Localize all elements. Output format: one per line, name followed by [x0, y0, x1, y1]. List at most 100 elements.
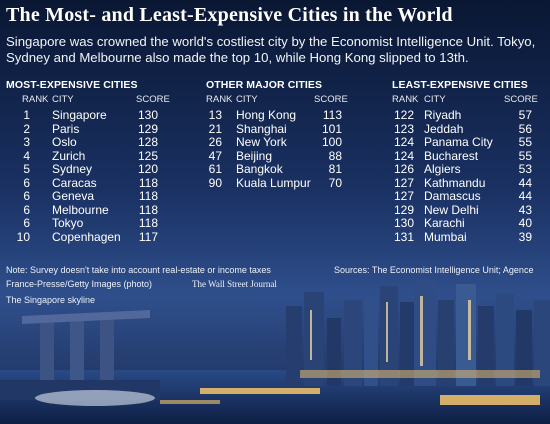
score-header: SCORE [314, 94, 348, 105]
score-cell: 56 [518, 121, 532, 136]
city-header: CITY [424, 94, 446, 105]
table-row: 61 Bangkok 81 [206, 162, 366, 176]
score-cell: 88 [328, 148, 342, 163]
city-cell: Panama City [424, 135, 493, 149]
city-cell: Kathmandu [424, 175, 486, 190]
rank-cell: 3 [23, 135, 30, 149]
rank-cell: 130 [393, 216, 414, 230]
score-cell: 118 [138, 202, 158, 217]
city-cell: Kuala Lumpur [236, 175, 311, 190]
score-cell: 39 [518, 229, 532, 244]
rank-cell: 2 [23, 121, 30, 136]
rank-cell: 26 [208, 135, 222, 149]
score-cell: 44 [518, 189, 532, 203]
city-cell: Tokyo [52, 216, 84, 230]
survey-note: Note: Survey doesn't take into account r… [6, 265, 271, 275]
city-cell: Jeddah [424, 121, 464, 136]
score-cell: 81 [328, 162, 342, 176]
score-cell: 120 [137, 162, 158, 176]
rank-cell: 13 [208, 108, 222, 122]
table-row: 21 Shanghai 101 [206, 122, 366, 136]
score-cell: 125 [137, 148, 158, 163]
rank-header: RANK [22, 94, 49, 105]
rank-cell: 126 [393, 162, 414, 176]
city-cell: Algiers [424, 162, 461, 176]
score-cell: 53 [518, 162, 532, 176]
score-cell: 101 [321, 121, 342, 136]
city-cell: Geneva [52, 189, 95, 203]
table-row: 4 Zurich 125 [6, 149, 186, 163]
city-cell: Karachi [424, 216, 465, 230]
score-cell: 129 [137, 121, 158, 136]
rank-cell: 124 [393, 135, 414, 149]
table-row: 122 Riyadh 57 [392, 108, 544, 122]
table-row: 10 Copenhagen 117 [6, 230, 186, 244]
rank-cell: 4 [23, 148, 30, 163]
score-cell: 113 [322, 108, 342, 122]
sources-note: Sources: The Economist Intelligence Unit… [334, 265, 534, 275]
city-cell: Zurich [52, 148, 86, 163]
rank-cell: 47 [208, 148, 222, 163]
table-row: 5 Sydney 120 [6, 162, 186, 176]
rank-cell: 127 [393, 175, 414, 190]
table-row: 6 Tokyo 118 [6, 216, 186, 230]
section-heading: LEAST-EXPENSIVE CITIES [392, 79, 528, 91]
table-row: 130 Karachi 40 [392, 216, 544, 230]
table-rows: 122 Riyadh 57 123 Jeddah 56 124 Panama City 55 12… [392, 108, 544, 244]
city-cell: Caracas [52, 175, 97, 190]
score-cell: 40 [518, 216, 532, 230]
score-cell: 44 [518, 175, 532, 190]
city-cell: Shanghai [236, 121, 287, 136]
table-row: 124 Bucharest 55 [392, 149, 544, 163]
score-cell: 55 [518, 135, 532, 149]
score-cell: 57 [518, 108, 532, 122]
least-expensive-table: LEAST-EXPENSIVE CITIES RANK CITY SCORE 1… [392, 79, 544, 244]
rank-cell: 6 [23, 189, 30, 203]
rank-cell: 127 [393, 189, 414, 203]
rank-cell: 1 [23, 108, 30, 122]
table-row: 127 Kathmandu 44 [392, 176, 544, 190]
rank-cell: 10 [16, 229, 30, 244]
score-cell: 43 [518, 202, 532, 217]
city-cell: New York [236, 135, 287, 149]
rank-cell: 122 [393, 108, 414, 122]
table-row: 123 Jeddah 56 [392, 122, 544, 136]
rank-cell: 61 [208, 162, 222, 176]
city-cell: New Delhi [424, 202, 479, 217]
score-header: SCORE [504, 94, 538, 105]
city-cell: Damascus [424, 189, 481, 203]
city-cell: Melbourne [52, 202, 109, 217]
table-row: 6 Geneva 118 [6, 189, 186, 203]
table-row: 129 New Delhi 43 [392, 203, 544, 217]
city-cell: Riyadh [424, 108, 462, 122]
other-major-table: OTHER MAJOR CITIES RANK CITY SCORE 13 Hon… [206, 79, 366, 190]
table-row: 124 Panama City 55 [392, 135, 544, 149]
score-cell: 130 [137, 108, 158, 122]
table-row: 3 Oslo 128 [6, 135, 186, 149]
section-heading: OTHER MAJOR CITIES [206, 79, 323, 91]
column-headers: RANK CITY SCORE [6, 94, 186, 108]
table-rows: 13 Hong Kong 113 21 Shanghai 101 26 New York 100… [206, 108, 366, 190]
rank-cell: 124 [393, 148, 414, 163]
table-row: 6 Caracas 118 [6, 176, 186, 190]
city-cell: Bangkok [236, 162, 283, 176]
column-headers: RANK CITY SCORE [392, 94, 544, 108]
table-row: 47 Beijing 88 [206, 149, 366, 163]
table-row: 131 Mumbai 39 [392, 230, 544, 244]
table-row: 2 Paris 129 [6, 122, 186, 136]
city-header: CITY [236, 94, 258, 105]
city-cell: Copenhagen [52, 229, 121, 244]
table-row: 126 Algiers 53 [392, 162, 544, 176]
score-header: SCORE [136, 94, 170, 105]
score-cell: 118 [138, 189, 158, 203]
score-cell: 100 [321, 135, 342, 149]
table-row: 13 Hong Kong 113 [206, 108, 366, 122]
rank-cell: 90 [208, 175, 222, 190]
page-title: The Most- and Least-Expensive Cities in … [6, 4, 453, 26]
city-cell: Beijing [236, 148, 273, 163]
city-cell: Paris [52, 121, 80, 136]
rank-cell: 129 [393, 202, 414, 217]
rank-cell: 21 [208, 121, 222, 136]
rank-cell: 6 [23, 202, 30, 217]
